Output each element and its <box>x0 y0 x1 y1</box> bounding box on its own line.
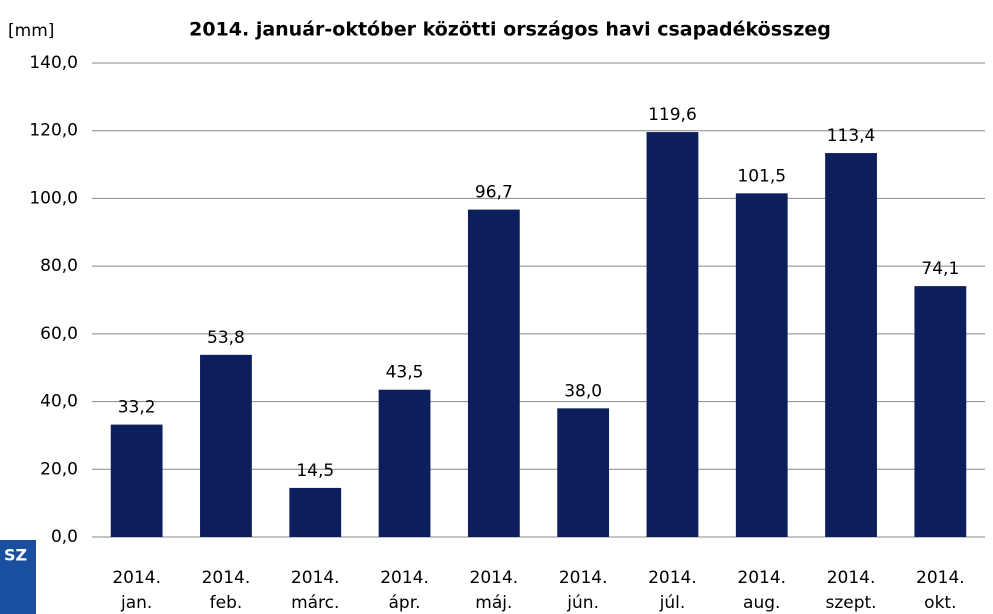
x-tick-label: 2014. jan. <box>112 568 161 613</box>
x-tick-label: 2014. ápr. <box>380 568 429 613</box>
y-tick-label: 20,0 <box>40 459 78 479</box>
y-tick-label: 120,0 <box>29 121 78 141</box>
data-label: 14,5 <box>296 461 334 481</box>
y-tick-label: 60,0 <box>40 324 78 344</box>
x-tick-label: 2014. okt. <box>916 568 965 613</box>
data-label: 101,5 <box>737 166 786 186</box>
bar <box>378 389 431 537</box>
data-label: 74,1 <box>921 259 959 279</box>
y-tick-label: 100,0 <box>29 188 78 208</box>
x-tick-label: 2014. aug. <box>737 568 786 613</box>
x-tick-label: 2014. jún. <box>559 568 608 613</box>
data-label: 113,4 <box>827 126 876 146</box>
chart-title: 2014. január-október közötti országos ha… <box>189 19 831 41</box>
data-label: 33,2 <box>118 398 156 418</box>
y-axis-label: [mm] <box>8 21 54 41</box>
y-tick-label: 0,0 <box>51 527 78 547</box>
data-label: 53,8 <box>207 328 245 348</box>
bar <box>467 209 520 537</box>
bar <box>557 408 610 537</box>
bar <box>200 354 252 537</box>
y-tick-label: 40,0 <box>40 392 78 412</box>
x-tick-label: 2014. márc. <box>291 568 340 613</box>
bar <box>914 286 967 537</box>
logo-text: SZ <box>4 546 27 565</box>
bar <box>735 193 788 537</box>
data-label: 96,7 <box>475 183 513 203</box>
data-label: 43,5 <box>386 363 424 383</box>
bar <box>646 132 699 537</box>
data-label: 38,0 <box>564 381 602 401</box>
x-tick-label: 2014. szept. <box>825 568 876 613</box>
x-tick-label: 2014. máj. <box>470 568 519 613</box>
x-tick-label: 2014. feb. <box>202 568 251 613</box>
data-label: 119,6 <box>648 105 697 125</box>
bar <box>110 424 163 537</box>
x-tick-label: 2014. júl. <box>648 568 697 613</box>
logo <box>0 540 36 614</box>
y-tick-label: 80,0 <box>40 256 78 276</box>
bar <box>289 487 342 537</box>
bar <box>825 153 877 537</box>
y-tick-label: 140,0 <box>29 53 78 73</box>
